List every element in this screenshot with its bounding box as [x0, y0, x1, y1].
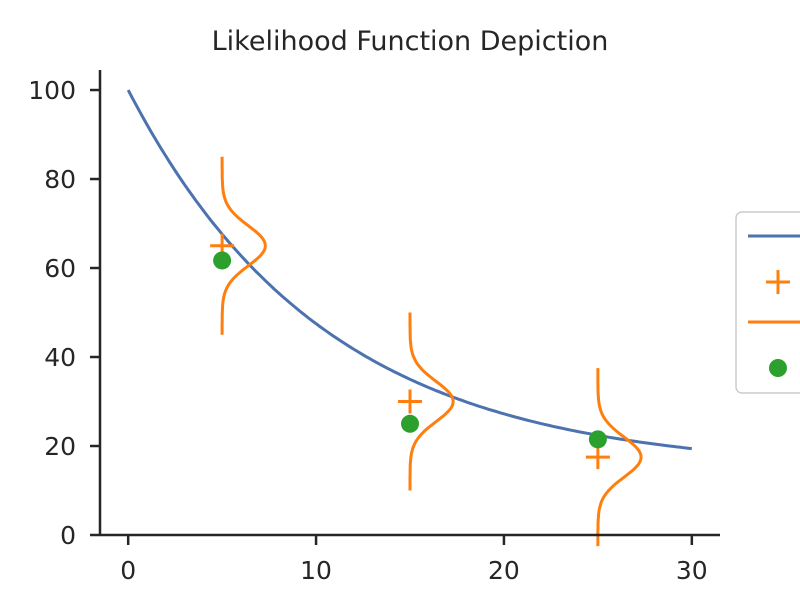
axes: 0 10 20 30 0 20 40 60 80 100: [28, 70, 720, 585]
x-tick-label: 20: [488, 556, 520, 585]
y-tick-label: 100: [28, 76, 76, 105]
likelihood-curve: [596, 368, 643, 547]
legend-box: [735, 211, 800, 394]
data-point: [401, 414, 419, 433]
data-point: [213, 251, 232, 270]
y-tick-label: 20: [44, 432, 76, 461]
chart-title: Likelihood Function Depiction: [211, 26, 609, 57]
legend: [735, 211, 800, 394]
y-tick-label: 40: [44, 343, 76, 372]
x-tick-label: 0: [120, 556, 136, 585]
x-tick-label: 10: [300, 556, 332, 585]
plus-marker: [585, 445, 610, 470]
plot-area: [126, 89, 692, 547]
legend-plus-icon: [766, 270, 790, 294]
y-tick-label: 60: [44, 254, 76, 283]
y-tick-label: 0: [60, 521, 76, 550]
y-tick-label: 80: [44, 165, 76, 194]
plus-marker: [398, 389, 422, 414]
likelihood-curve: [408, 312, 455, 491]
x-tick-label: 30: [676, 556, 708, 585]
data-point: [588, 430, 607, 449]
likelihood-curve: [220, 156, 267, 335]
legend-dot-icon: [769, 359, 787, 377]
